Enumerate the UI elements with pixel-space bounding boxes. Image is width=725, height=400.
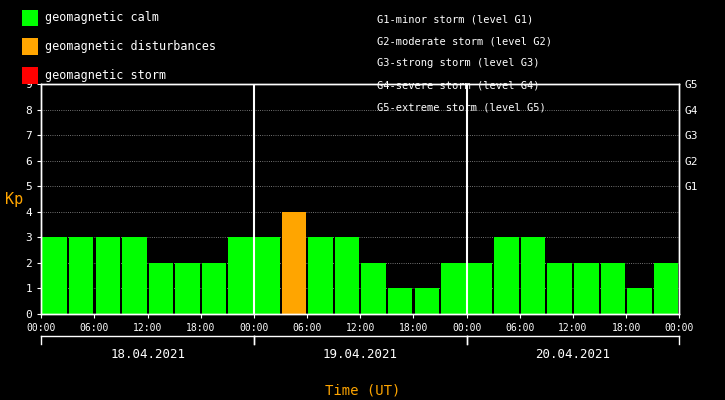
Bar [600, 263, 625, 314]
Bar [335, 237, 360, 314]
Bar [388, 288, 413, 314]
Bar [654, 263, 679, 314]
Bar [281, 212, 306, 314]
Bar [228, 237, 253, 314]
Bar [574, 263, 599, 314]
Bar [69, 237, 94, 314]
Bar [202, 263, 226, 314]
Bar [255, 237, 280, 314]
Text: G1-minor storm (level G1): G1-minor storm (level G1) [377, 14, 534, 24]
Bar [627, 288, 652, 314]
Text: G3-strong storm (level G3): G3-strong storm (level G3) [377, 58, 539, 68]
Bar [547, 263, 572, 314]
Bar [468, 263, 492, 314]
Text: G5-extreme storm (level G5): G5-extreme storm (level G5) [377, 102, 546, 112]
Text: 18.04.2021: 18.04.2021 [110, 348, 185, 360]
Bar [415, 288, 439, 314]
Text: geomagnetic storm: geomagnetic storm [45, 69, 166, 82]
Y-axis label: Kp: Kp [5, 192, 23, 206]
Bar [308, 237, 333, 314]
Text: G2-moderate storm (level G2): G2-moderate storm (level G2) [377, 36, 552, 46]
Bar [42, 237, 67, 314]
Text: 19.04.2021: 19.04.2021 [323, 348, 398, 360]
Text: geomagnetic disturbances: geomagnetic disturbances [45, 40, 216, 53]
Text: geomagnetic calm: geomagnetic calm [45, 12, 159, 24]
Bar [175, 263, 200, 314]
Bar [441, 263, 465, 314]
Bar [521, 237, 545, 314]
Bar [361, 263, 386, 314]
Bar [149, 263, 173, 314]
Bar [122, 237, 146, 314]
Text: G4-severe storm (level G4): G4-severe storm (level G4) [377, 80, 539, 90]
Bar [96, 237, 120, 314]
Text: Time (UT): Time (UT) [325, 383, 400, 397]
Bar [494, 237, 519, 314]
Text: 20.04.2021: 20.04.2021 [536, 348, 610, 360]
